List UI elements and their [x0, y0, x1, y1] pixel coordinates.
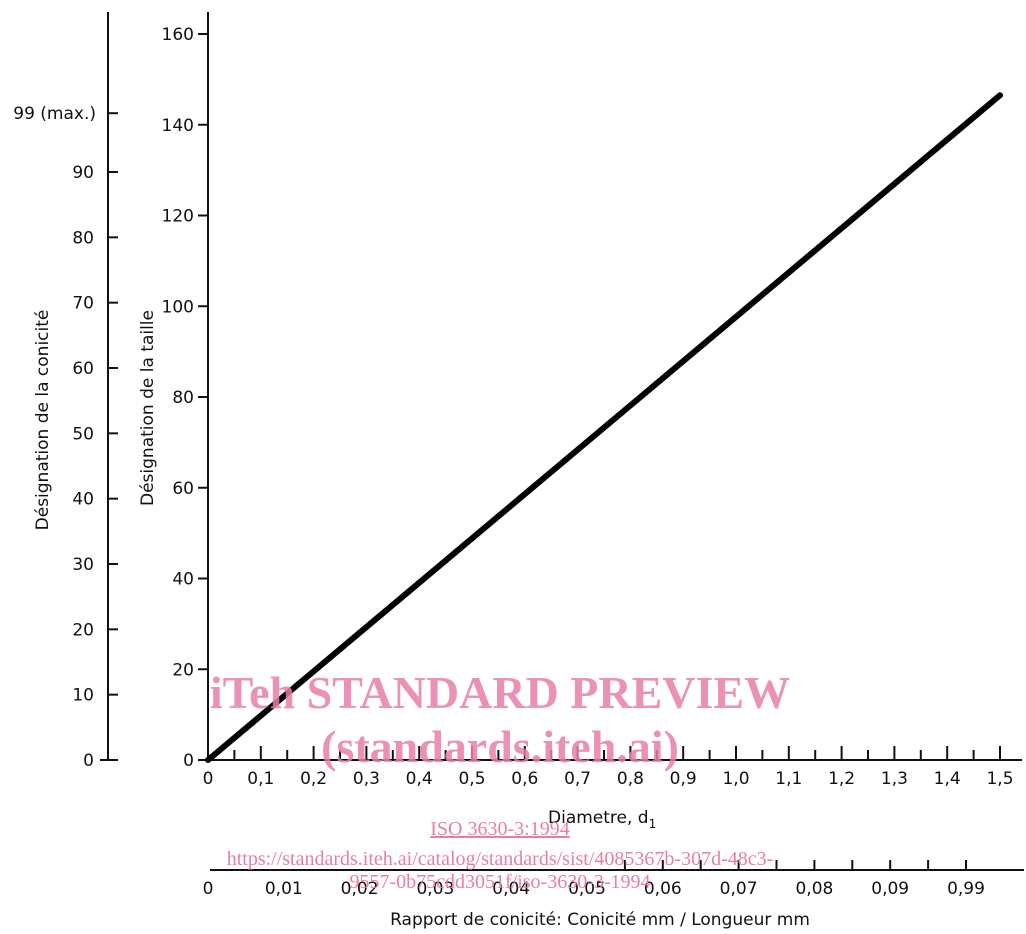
- secondary-y-tick-label: 80: [72, 228, 94, 248]
- y-tick-label: 160: [162, 25, 194, 45]
- x-tick-label: 1,0: [722, 769, 749, 789]
- x-tick-label: 0,8: [617, 769, 644, 789]
- secondary-x-tick-label: 0,08: [795, 879, 833, 899]
- secondary-x-tick-label: 0,06: [644, 879, 682, 899]
- x-tick-label: 0,4: [406, 769, 433, 789]
- y-axis-title: Désignation de la taille: [138, 310, 158, 506]
- x-tick-label: 0,5: [458, 769, 485, 789]
- secondary-y-axis-title: Désignation de la conicité: [33, 310, 53, 531]
- watermark-url-line2[interactable]: 9557-0b75cdd3051f/iso-3630-3-1994: [349, 871, 650, 893]
- x-axis-title: Diametre, d1: [548, 808, 656, 831]
- secondary-x-axis-title: Rapport de conicité: Conicité mm / Longu…: [390, 910, 810, 930]
- y-tick-label: 40: [172, 570, 194, 590]
- secondary-x-tick-label: 0,01: [265, 879, 303, 899]
- x-tick-label: 0: [203, 769, 214, 789]
- secondary-x-tick-label: 0,07: [720, 879, 758, 899]
- secondary-x-tick-label: 0,03: [416, 879, 454, 899]
- secondary-y-axis: 0 10 20 30 40 50 60 70 80 90 99 (max.): [13, 12, 118, 771]
- y-axis: 0 20 40 60 80 100 120 140 160: [162, 12, 209, 771]
- y-tick-label: 100: [162, 297, 194, 317]
- y-tick-label: 60: [172, 479, 194, 499]
- x-axis: 0 0,1 0,2 0,3 0,4 0,5 0,6 0,7 0,8 0,9 1,0 1,1 1,2 1,3…: [100, 746, 1022, 789]
- secondary-x-axis: 0 0,01 0,02 0,03 0,04 0,05 0,06 0,07 0,08 0,09 0,9…: [203, 860, 1024, 899]
- watermark-title: iTeh STANDARD PREVIEW: [210, 667, 790, 718]
- series-line: [205, 92, 1003, 763]
- secondary-x-tick-label: 0,02: [341, 879, 379, 899]
- secondary-y-tick-label: 60: [72, 359, 94, 379]
- x-tick-label: 1,4: [934, 769, 961, 789]
- x-tick-label: 1,5: [986, 769, 1013, 789]
- series-layer: [205, 92, 1003, 763]
- secondary-y-tick-label: 0: [83, 751, 94, 771]
- y-tick-label: 120: [162, 207, 194, 227]
- secondary-y-tick-label: 20: [72, 620, 94, 640]
- secondary-y-tick-label: 90: [72, 163, 94, 183]
- y-tick-label: 140: [162, 116, 194, 136]
- x-tick-label: 1,2: [828, 769, 855, 789]
- x-axis-title-subscript: 1: [649, 817, 657, 831]
- secondary-y-tick-label: 10: [72, 686, 94, 706]
- y-tick-label: 20: [172, 660, 194, 680]
- y-tick-label: 0: [183, 751, 194, 771]
- watermark-doc-id[interactable]: ISO 3630-3:1994: [430, 818, 569, 840]
- x-tick-label: 0,1: [247, 769, 274, 789]
- secondary-x-tick-label: 0,09: [871, 879, 909, 899]
- secondary-y-tick-label: 40: [72, 490, 94, 510]
- x-tick-label: 1,3: [881, 769, 908, 789]
- x-tick-label: 0,2: [300, 769, 327, 789]
- secondary-y-tick-label: 70: [72, 294, 94, 314]
- x-tick-label: 0,9: [670, 769, 697, 789]
- x-tick-label: 0,6: [511, 769, 538, 789]
- y-tick-label: 80: [172, 388, 194, 408]
- secondary-y-tick-label: 30: [72, 555, 94, 575]
- x-tick-label: 1,1: [775, 769, 802, 789]
- secondary-x-tick-label: 0: [203, 879, 214, 899]
- x-axis-title-main: Diametre, d: [548, 808, 649, 828]
- secondary-y-tick-label: 50: [72, 424, 94, 444]
- watermark-url-line1[interactable]: https://standards.iteh.ai/catalog/standa…: [227, 848, 774, 870]
- x-tick-label: 0,7: [564, 769, 591, 789]
- secondary-x-tick-label: 0,04: [492, 879, 530, 899]
- watermark: iTeh STANDARD PREVIEW (standards.iteh.ai…: [210, 667, 790, 893]
- secondary-y-max-label: 99 (max.): [13, 104, 96, 124]
- secondary-x-tick-label: 0,99: [947, 879, 985, 899]
- watermark-subtitle: (standards.iteh.ai): [321, 721, 679, 772]
- x-tick-label: 0,3: [353, 769, 380, 789]
- secondary-x-tick-label: 0,05: [568, 879, 606, 899]
